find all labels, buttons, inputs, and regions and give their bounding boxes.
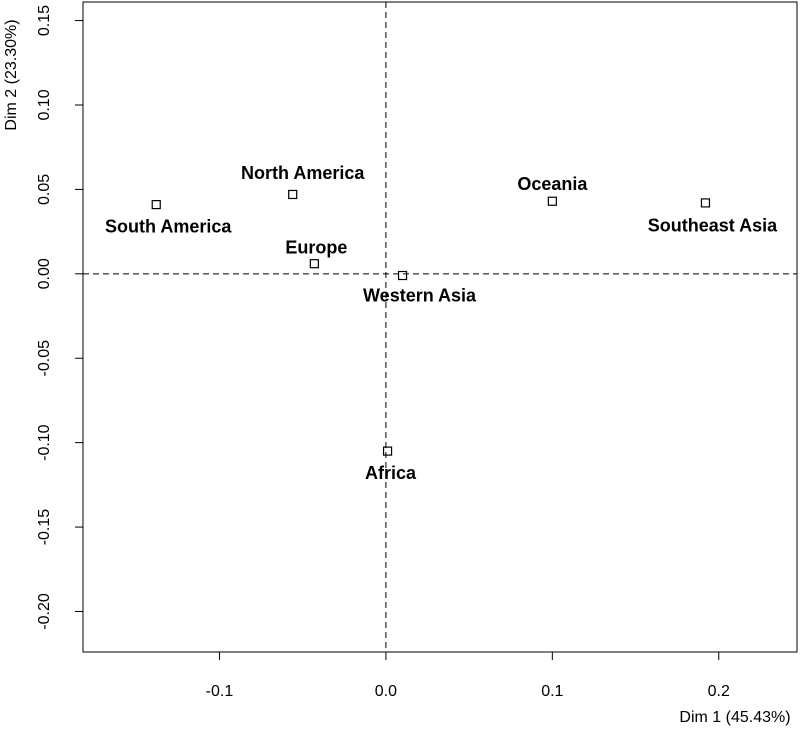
- point: [700, 198, 711, 208]
- point: [151, 199, 161, 210]
- y-tick-label: 0.00: [36, 258, 53, 289]
- y-tick-label: -0.15: [36, 509, 53, 546]
- point-label: South America: [105, 216, 232, 236]
- point: [547, 196, 557, 206]
- y-tick-label: 0.15: [36, 5, 53, 36]
- y-tick-label: -0.10: [36, 424, 53, 461]
- point-label: Europe: [285, 237, 347, 257]
- y-tick-label: 0.05: [36, 174, 53, 205]
- point-label: North America: [241, 163, 365, 183]
- point-label: Western Asia: [363, 285, 477, 305]
- plot-frame: [82, 1, 798, 653]
- point: [288, 189, 298, 200]
- x-tick-label: 0.1: [541, 683, 563, 700]
- point: [397, 270, 408, 281]
- point-label: Oceania: [517, 174, 588, 194]
- y-tick-label: -0.05: [36, 340, 53, 377]
- x-tick-label: 0.0: [375, 683, 397, 700]
- point-label: Africa: [365, 463, 417, 483]
- x-tick-label: -0.1: [206, 683, 234, 700]
- y-tick-label: -0.20: [36, 593, 53, 630]
- y-axis-title: Dim 2 (23.30%): [3, 19, 20, 130]
- x-axis-title: Dim 1 (45.43%): [679, 709, 790, 726]
- point-label: Southeast Asia: [648, 216, 778, 236]
- x-tick-label: 0.2: [708, 683, 730, 700]
- y-tick-label: 0.10: [36, 89, 53, 120]
- point: [382, 446, 393, 456]
- point: [309, 259, 319, 269]
